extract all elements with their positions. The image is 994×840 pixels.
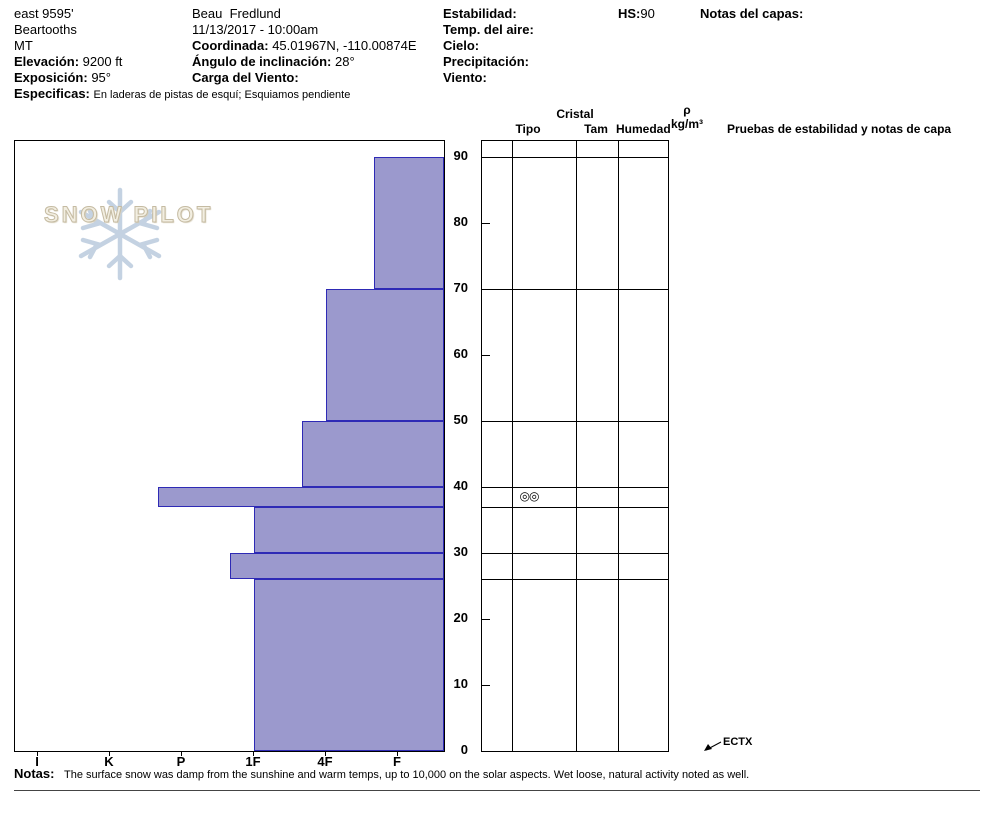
layer-bar — [254, 579, 444, 751]
ectx-arrow-icon — [704, 741, 722, 751]
depth-axis-label: 80 — [453, 214, 468, 229]
notes-label: Notas: — [14, 766, 55, 781]
observer-block: Beau Fredlund 11/13/2017 - 10:00am Coord… — [192, 6, 417, 86]
layer-boundary-line — [482, 289, 668, 290]
site-state: MT — [14, 38, 33, 53]
depth-axis-label: 10 — [453, 676, 468, 691]
snowflake-icon — [78, 187, 162, 281]
depth-axis-label: 0 — [460, 742, 468, 757]
layer-boundary-line — [482, 487, 668, 488]
grid-depth-tick — [482, 355, 490, 356]
grid-column-line — [618, 141, 619, 751]
grid-column-line — [512, 141, 513, 751]
coordinates-label: Coordinada: — [192, 38, 269, 53]
grid-depth-tick — [482, 619, 490, 620]
bottom-divider — [14, 790, 980, 791]
observation-datetime: 11/13/2017 - 10:00am — [192, 22, 319, 37]
depth-axis-label: 70 — [453, 280, 468, 295]
humedad-column-header: Humedad — [616, 122, 671, 136]
density-units-header: kg/m³ — [670, 117, 703, 131]
air-temp-label: Temp. del aire: — [443, 22, 534, 37]
layer-bar — [326, 289, 444, 421]
depth-axis-label: 60 — [453, 346, 468, 361]
hardness-profile-plot — [14, 140, 445, 752]
site-name: east 9595' — [14, 6, 74, 21]
depth-axis-label: 90 — [453, 148, 468, 163]
logo-text: SNOW PILOT — [43, 202, 214, 228]
depth-axis-label: 20 — [453, 610, 468, 625]
crystal-grid: ◎◎ — [481, 140, 669, 752]
hs-label: HS: — [618, 6, 641, 21]
stability-tests-header: Pruebas de estabilidad y notas de capa — [727, 122, 952, 136]
layer-notes-label: Notas del capas: — [700, 6, 804, 21]
grain-type-symbol: ◎◎ — [519, 488, 540, 503]
grid-depth-tick — [482, 289, 490, 290]
grid-column-line — [576, 141, 577, 751]
hardness-axis-tick — [253, 751, 254, 756]
hardness-axis-label: K — [104, 754, 114, 769]
hardness-axis-tick — [37, 751, 38, 756]
layer-bar — [158, 487, 444, 507]
conditions-block: Estabilidad: Temp. del aire: Cielo: Prec… — [443, 6, 534, 86]
layer-bar — [230, 553, 444, 580]
coordinates-value: 45.01967N, -110.00874E — [272, 38, 417, 53]
layer-boundary-line — [482, 421, 668, 422]
hardness-axis-tick — [397, 751, 398, 756]
aspect-value: 95° — [91, 70, 111, 85]
hardness-axis-tick — [325, 751, 326, 756]
grid-depth-tick — [482, 685, 490, 686]
location-block: east 9595' Beartooths MT Elevación: 9200… — [14, 6, 350, 103]
tam-column-header: Tam — [584, 122, 608, 136]
depth-axis-label: 50 — [453, 412, 468, 427]
wind-label: Viento: — [443, 70, 487, 85]
grid-depth-tick — [482, 553, 490, 554]
snow-height-block: HS:90 — [618, 6, 655, 22]
layer-boundary-line — [482, 506, 668, 508]
snowpilot-logo: SNOW PILOT — [43, 186, 224, 286]
specifics-value: En laderas de pistas de esquí; Esquiamos… — [93, 89, 351, 101]
cristal-column-header: Cristal — [556, 107, 594, 121]
slope-angle-value: 28° — [335, 54, 355, 69]
layer-bar — [254, 506, 444, 553]
slope-angle-label: Ángulo de inclinación: — [192, 54, 332, 69]
stability-label: Estabilidad: — [443, 6, 517, 21]
depth-axis-label: 30 — [453, 544, 468, 559]
layer-boundary-line — [482, 157, 668, 158]
layer-boundary-line — [482, 553, 668, 554]
notes-text: The surface snow was damp from the sunsh… — [64, 769, 750, 781]
elevation-value: 9200 ft — [82, 54, 123, 69]
site-range: Beartooths — [14, 22, 77, 37]
grid-depth-tick — [482, 487, 490, 488]
hardness-axis-label: I — [35, 754, 39, 769]
layer-boundary-line — [482, 579, 668, 581]
observer-name: Beau Fredlund — [192, 6, 281, 21]
hardness-axis-label: 1F — [245, 754, 261, 769]
hardness-axis-label: 4F — [317, 754, 333, 769]
precipitation-label: Precipitación: — [443, 54, 529, 69]
aspect-label: Exposición: — [14, 70, 88, 85]
hardness-axis-label: F — [393, 754, 401, 769]
density-symbol-header: ρ — [683, 103, 691, 117]
sky-label: Cielo: — [443, 38, 480, 53]
grid-depth-tick — [482, 421, 490, 422]
wind-loading-label: Carga del Viento: — [192, 70, 299, 85]
hs-value: 90 — [640, 6, 655, 21]
grid-depth-tick — [482, 223, 490, 224]
layer-bar — [302, 421, 444, 487]
elevation-label: Elevación: — [14, 54, 80, 69]
hardness-axis-tick — [109, 751, 110, 756]
hardness-axis-label: P — [176, 754, 186, 769]
stability-test-result: ECTX — [723, 736, 753, 748]
layer-bar — [374, 157, 444, 289]
specifics-label: Especificas: — [14, 86, 90, 101]
hardness-axis-tick — [181, 751, 182, 756]
tipo-column-header: Tipo — [515, 122, 541, 136]
depth-axis-label: 40 — [453, 478, 468, 493]
